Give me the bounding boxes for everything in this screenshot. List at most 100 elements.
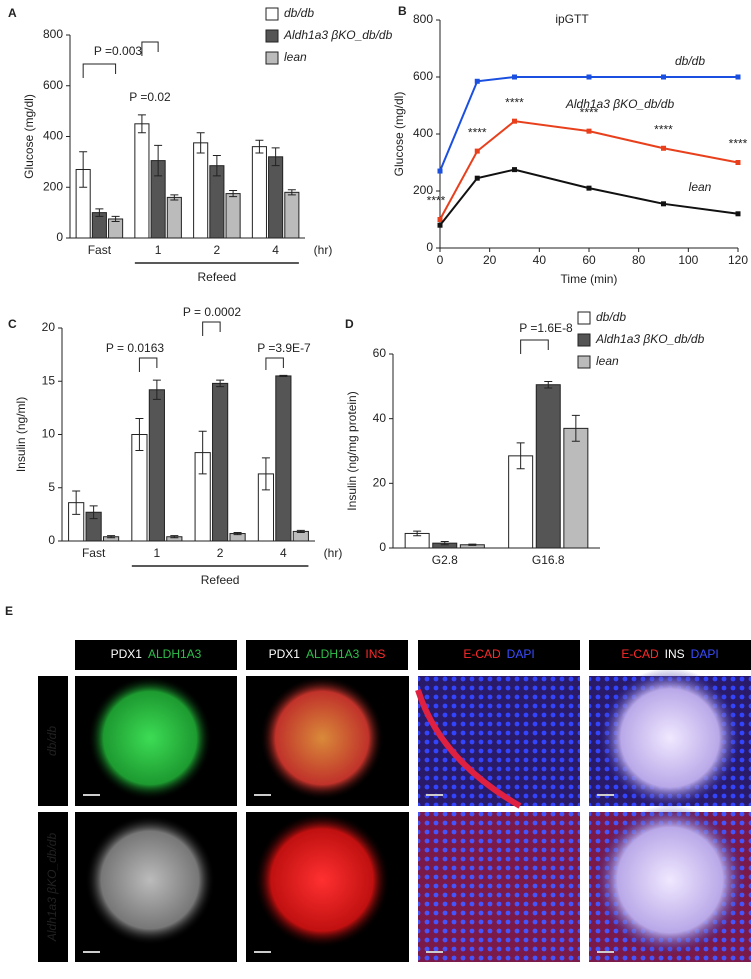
legend-swatch xyxy=(577,311,591,325)
error-bar xyxy=(154,144,163,177)
point xyxy=(474,148,480,154)
x-axis-label: Refeed xyxy=(198,270,237,284)
p-value: P =0.003 xyxy=(94,44,142,58)
bar xyxy=(284,191,300,239)
tissue-edge xyxy=(415,689,522,809)
y-tick-label: 20 xyxy=(42,320,56,334)
error-bar xyxy=(72,490,81,515)
series-label: lean xyxy=(689,180,712,194)
column-header xyxy=(589,640,751,670)
y-tick-label: 600 xyxy=(413,69,433,83)
x-tick-label: 1 xyxy=(155,243,162,257)
stain-label: INS xyxy=(665,647,685,661)
point xyxy=(512,167,517,173)
stain-label: E-CAD xyxy=(621,647,659,661)
p-bracket xyxy=(265,357,284,370)
y-tick-label: 0 xyxy=(379,540,386,554)
bar xyxy=(268,156,284,239)
significance: **** xyxy=(468,125,487,139)
stain-label: PDX1 xyxy=(111,647,143,661)
x-tick-label: 120 xyxy=(728,253,748,267)
islet-stain xyxy=(85,815,215,945)
x-tick-label: G16.8 xyxy=(532,553,565,567)
micrographs xyxy=(75,668,751,962)
p-value: P = 0.0002 xyxy=(183,305,241,319)
stain-label: DAPI xyxy=(507,647,535,661)
row-label: db/db xyxy=(45,726,59,756)
x-tick-label: 100 xyxy=(678,253,698,267)
error-bar xyxy=(107,535,116,539)
bar xyxy=(225,193,241,239)
panel-label: A xyxy=(8,6,17,20)
p-value: P =0.02 xyxy=(129,90,171,104)
x-tick-label: 40 xyxy=(533,253,547,267)
islet-stain xyxy=(88,676,212,800)
error-bar xyxy=(111,215,120,223)
error-bar xyxy=(170,194,179,201)
column-header xyxy=(246,640,408,670)
y-tick-label: 800 xyxy=(413,12,433,26)
error-bar xyxy=(296,529,305,533)
panel-label: D xyxy=(345,317,354,331)
row-header xyxy=(38,812,68,962)
y-tick-label: 200 xyxy=(413,183,433,197)
point xyxy=(661,201,666,207)
significance: **** xyxy=(580,105,599,119)
point xyxy=(474,78,480,84)
scale-bars xyxy=(83,794,614,953)
p-bracket xyxy=(82,63,117,78)
p-bracket xyxy=(202,321,221,336)
y-tick-label: 600 xyxy=(43,78,63,92)
series-label: db/db xyxy=(675,54,705,68)
y-tick-label: 0 xyxy=(426,240,433,254)
legend-swatch xyxy=(265,51,279,65)
error-bar xyxy=(544,380,553,389)
error-bar xyxy=(287,189,296,196)
y-tick-label: 0 xyxy=(56,230,63,244)
panel-label: B xyxy=(398,4,407,18)
y-tick-label: 400 xyxy=(43,129,63,143)
x-unit: (hr) xyxy=(314,243,333,257)
bar xyxy=(148,389,165,542)
column-header xyxy=(418,640,580,670)
column-header-text: E-CAD DAPI xyxy=(463,647,534,661)
significance: **** xyxy=(729,137,748,151)
point xyxy=(735,74,741,80)
row-label: Aldh1a3 βKO_db/db xyxy=(45,833,59,943)
p-bracket xyxy=(141,41,159,56)
x-tick-label: G2.8 xyxy=(432,553,458,567)
error-bar xyxy=(279,374,288,377)
micrograph xyxy=(418,812,580,962)
chart-title: ipGTT xyxy=(555,12,589,26)
panel-label: C xyxy=(8,317,17,331)
legend-swatch xyxy=(265,7,279,21)
error-bar xyxy=(271,147,280,167)
error-bar xyxy=(137,114,146,134)
y-tick-label: 15 xyxy=(42,373,56,387)
error-bar xyxy=(440,541,449,546)
y-tick-label: 20 xyxy=(373,476,387,490)
error-bar xyxy=(261,457,270,491)
p-value: P = 0.0163 xyxy=(106,341,164,355)
bar xyxy=(212,382,229,542)
islet-stain xyxy=(595,805,745,955)
x-tick-label: 0 xyxy=(437,253,444,267)
x-tick-label: 80 xyxy=(632,253,646,267)
error-bar xyxy=(79,151,88,188)
bar xyxy=(209,165,225,239)
y-tick-label: 10 xyxy=(42,427,56,441)
legend-swatch xyxy=(577,333,591,347)
legend-label: db/db xyxy=(284,6,314,20)
column-header-text: PDX1 ALDH1A3 INS xyxy=(269,647,386,661)
point xyxy=(586,185,592,191)
series-label: Aldh1a3 βKO_db/db xyxy=(565,97,675,111)
point xyxy=(735,211,741,217)
point xyxy=(735,160,741,165)
y-axis-label: Insulin (ng/ml) xyxy=(14,397,28,472)
x-tick-label: 4 xyxy=(280,546,287,560)
bar xyxy=(251,146,267,239)
y-tick-label: 40 xyxy=(373,411,387,425)
significance: **** xyxy=(427,194,446,208)
error-bar xyxy=(571,414,580,442)
error-bar xyxy=(216,379,225,388)
